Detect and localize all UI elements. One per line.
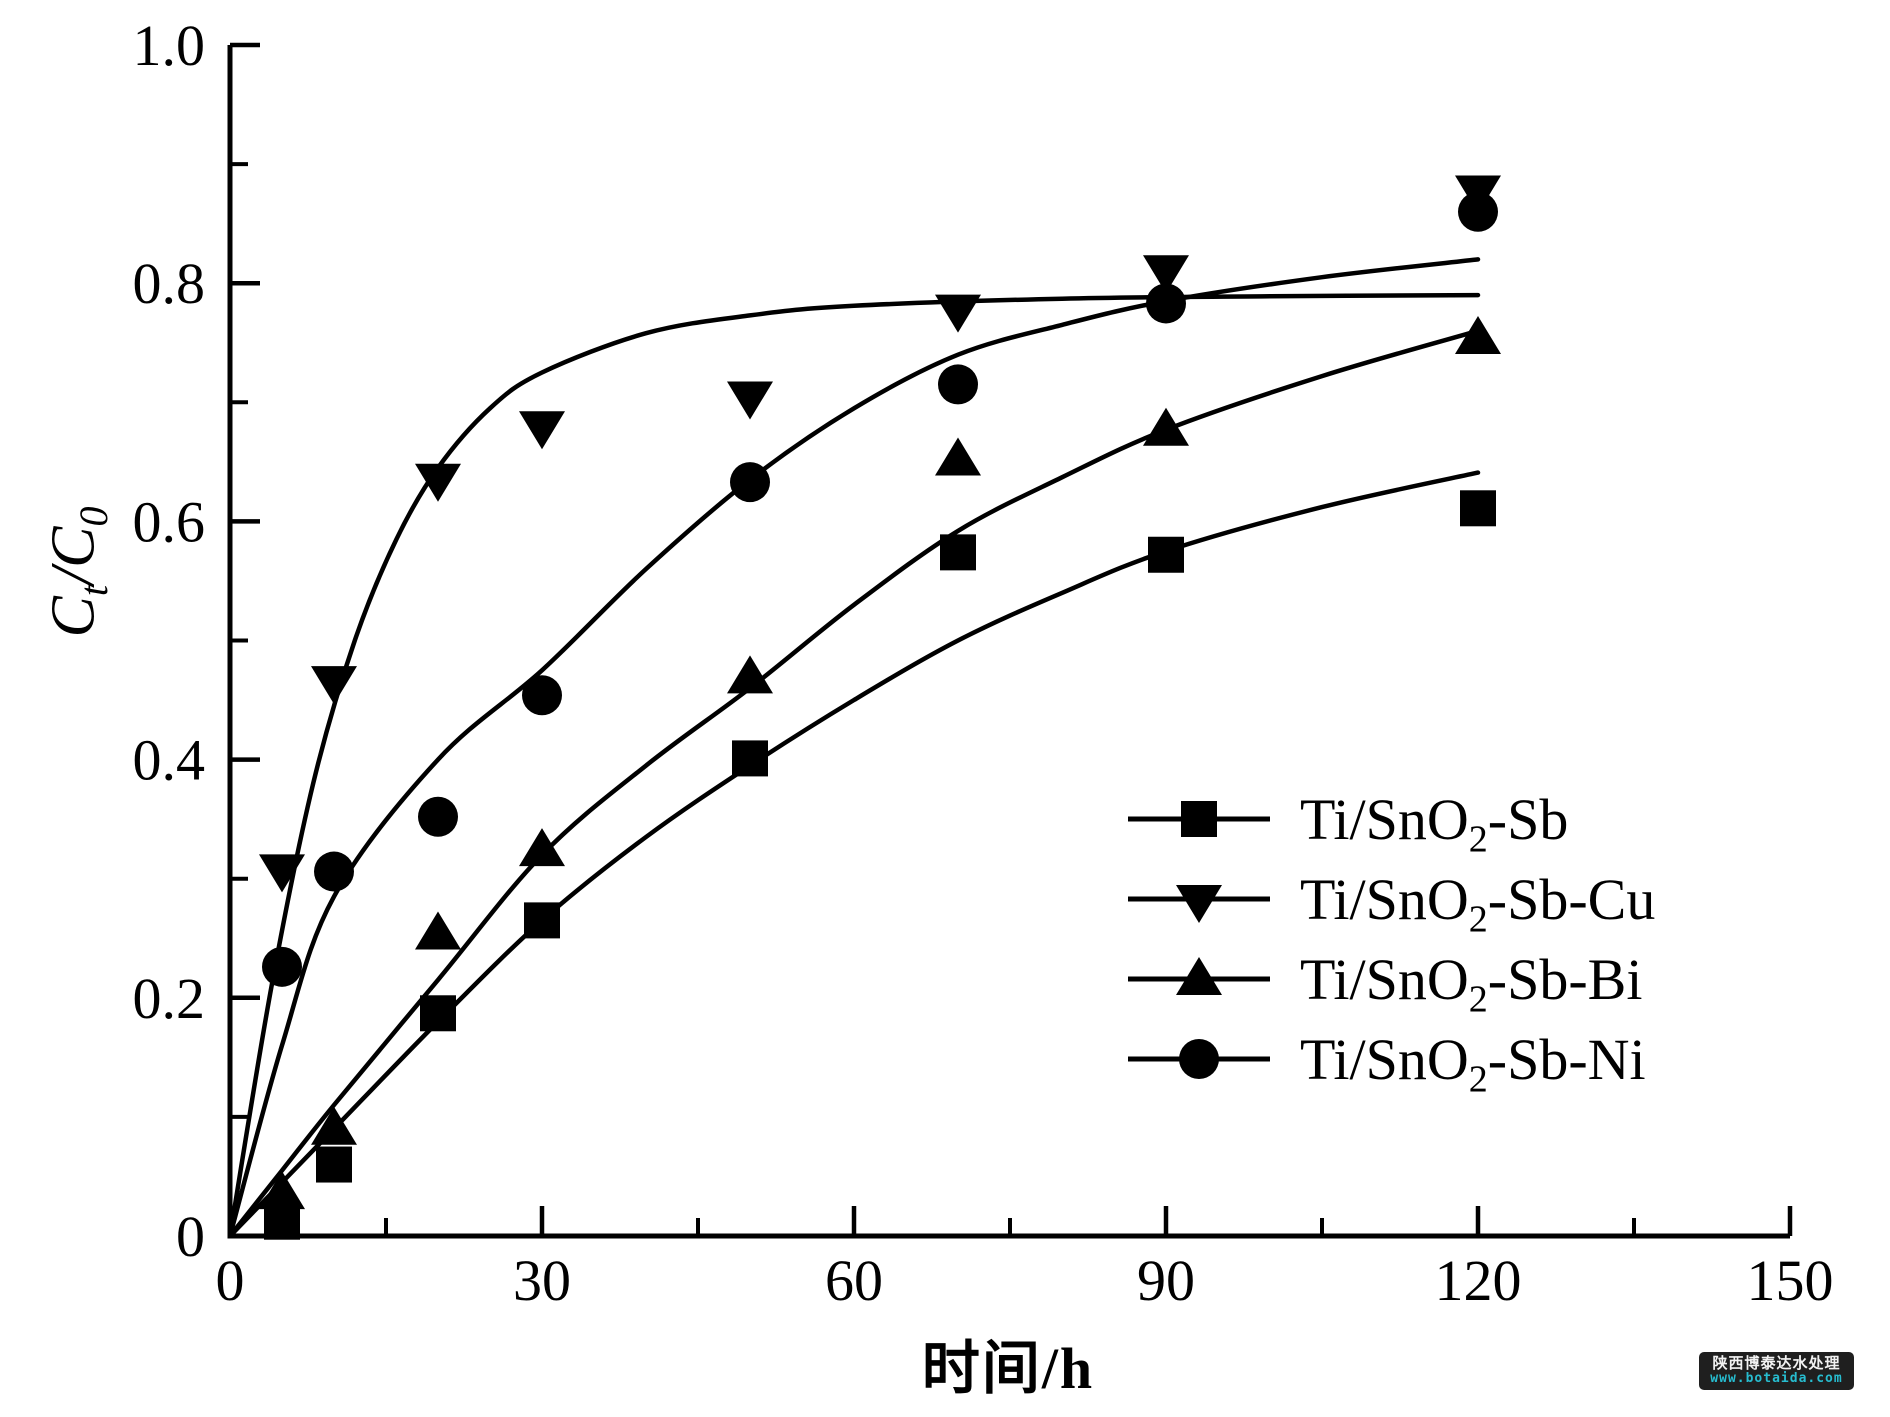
data-point-triangle-up-triangle-up — [1143, 407, 1189, 446]
y-tick-label-0.6: 0.6 — [133, 489, 206, 554]
triangle-up-marker-icon — [1128, 957, 1270, 995]
x-tick-label-60: 60 — [825, 1248, 883, 1313]
data-point-circle-circle — [938, 364, 978, 405]
legend-item-sb-ni: Ti/SnO2-Sb-Ni — [1126, 1019, 1655, 1099]
data-point-triangle-down-triangle-down — [259, 854, 305, 893]
data-point-square-square — [1148, 536, 1184, 573]
data-point-triangle-down-triangle-down — [415, 463, 461, 502]
y-tick-label-0: 0 — [176, 1204, 205, 1269]
data-point-triangle-down-triangle-down — [519, 411, 565, 450]
x-tick-label-0: 0 — [216, 1248, 245, 1313]
legend: Ti/SnO2-Sb Ti/SnO2-Sb-Cu Ti/SnO2-Sb-Bi T… — [1126, 779, 1655, 1099]
y-tick-label-0.8: 0.8 — [133, 251, 206, 316]
data-point-square-square — [316, 1146, 352, 1183]
data-point-triangle-up-triangle-up — [1455, 315, 1501, 354]
data-point-circle-circle — [314, 851, 354, 892]
legend-item-sb-bi: Ti/SnO2-Sb-Bi — [1126, 939, 1655, 1019]
data-point-circle-circle — [730, 462, 770, 503]
y-title-slash-c: /C — [39, 526, 108, 586]
data-point-triangle-down-triangle-down — [311, 666, 357, 705]
data-point-circle-circle — [1146, 283, 1186, 324]
data-point-triangle-up-triangle-up — [259, 1171, 305, 1210]
x-axis-title: 时间/h — [921, 1336, 1095, 1401]
data-point-triangle-up-triangle-up — [935, 437, 981, 476]
x-tick-label-90: 90 — [1137, 1248, 1195, 1313]
data-point-triangle-up-triangle-up — [727, 655, 773, 694]
data-point-circle-circle — [418, 796, 458, 837]
legend-label-sb-bi: Ti/SnO2-Sb-Bi — [1300, 946, 1643, 1021]
data-point-square-square — [420, 995, 456, 1032]
y-axis-title: Ct/C0 — [39, 506, 116, 638]
data-point-circle-circle — [1458, 191, 1498, 232]
legend-item-sb-cu: Ti/SnO2-Sb-Cu — [1126, 859, 1655, 939]
triangle-down-marker-icon — [1128, 885, 1270, 923]
x-tick-label-120: 120 — [1435, 1248, 1522, 1313]
y-title-c: C — [39, 596, 108, 638]
data-point-square-square — [524, 902, 560, 939]
y-tick-label-0.4: 0.4 — [133, 728, 206, 793]
data-point-triangle-up-triangle-up — [519, 828, 565, 867]
y-tick-label-1.0: 1.0 — [133, 13, 206, 78]
y-title-sub-0: 0 — [70, 506, 116, 527]
data-point-square-square — [264, 1203, 300, 1240]
data-point-triangle-up-triangle-up — [415, 911, 461, 950]
data-point-square-square — [1460, 490, 1496, 527]
data-point-triangle-up-triangle-up — [311, 1106, 357, 1145]
y-tick-label-0.2: 0.2 — [133, 966, 206, 1031]
data-point-square-square — [732, 740, 768, 777]
data-point-triangle-down-triangle-down — [935, 294, 981, 333]
y-title-sub-t: t — [70, 585, 116, 597]
legend-item-sb: Ti/SnO2-Sb — [1126, 779, 1655, 859]
data-point-triangle-down-triangle-down — [1143, 255, 1189, 294]
x-tick-label-30: 30 — [513, 1248, 571, 1313]
legend-label-sb-ni: Ti/SnO2-Sb-Ni — [1300, 1026, 1646, 1101]
data-point-triangle-down-triangle-down — [727, 381, 773, 420]
data-point-circle-circle — [262, 946, 302, 987]
x-tick-label-150: 150 — [1747, 1248, 1834, 1313]
legend-label-sb: Ti/SnO2-Sb — [1300, 786, 1569, 861]
watermark-badge: 陕西博泰达水处理 www.botaida.com — [1699, 1352, 1854, 1390]
legend-label-sb-cu: Ti/SnO2-Sb-Cu — [1300, 866, 1656, 941]
square-marker-icon — [1128, 801, 1270, 837]
watermark-company-text: 陕西博泰达水处理 — [1712, 1353, 1841, 1372]
fit-curve-triangle-down — [227, 292, 1481, 1239]
data-point-circle-circle — [522, 675, 562, 716]
watermark-url-text: www.botaida.com — [1710, 1371, 1843, 1387]
circle-marker-icon — [1128, 1039, 1270, 1079]
